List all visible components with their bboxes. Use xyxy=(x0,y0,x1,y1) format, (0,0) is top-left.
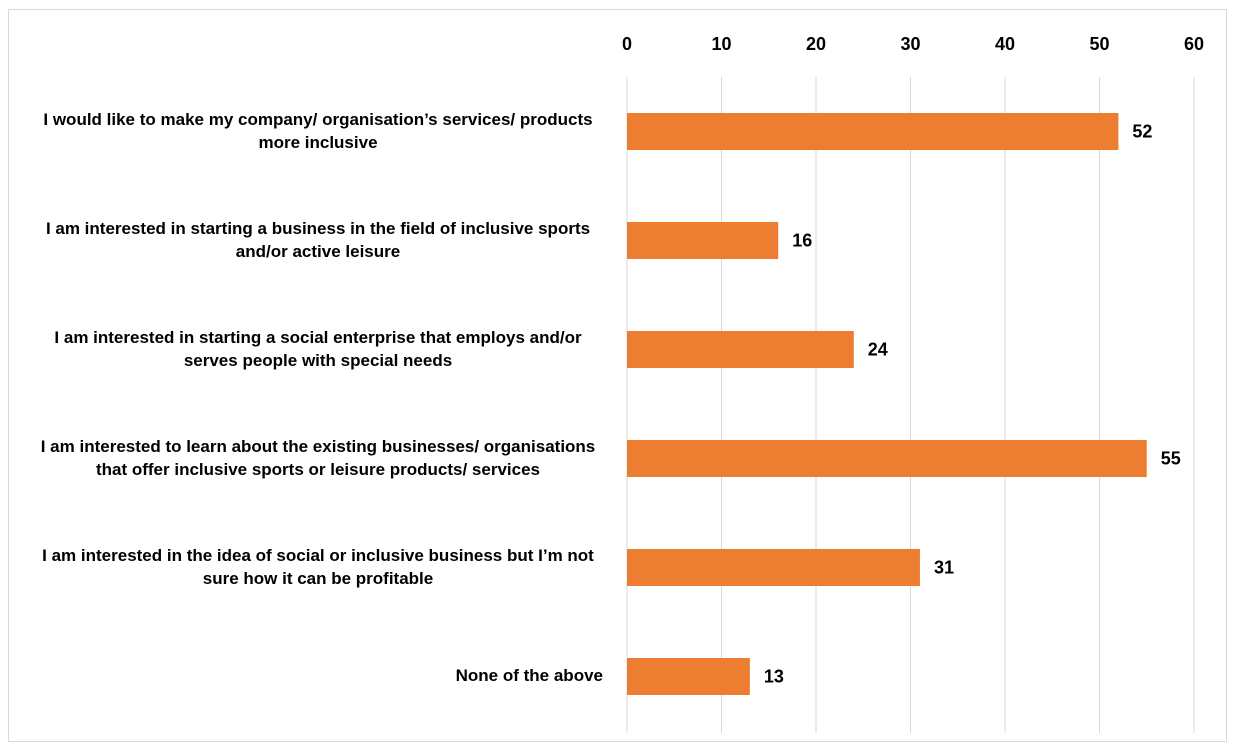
y-tick-label: None of the above xyxy=(33,622,603,731)
x-tick-label: 30 xyxy=(900,34,920,54)
bar xyxy=(627,222,779,259)
x-tick-label: 50 xyxy=(1089,34,1109,54)
category-text: I am interested in starting a social ent… xyxy=(54,327,582,370)
x-tick-label: 40 xyxy=(995,34,1015,54)
bar xyxy=(627,549,920,586)
category-text: I am interested to learn about the exist… xyxy=(40,436,596,479)
bar xyxy=(627,440,1147,477)
y-tick-label: I am interested in starting a business i… xyxy=(33,186,603,295)
y-tick-label: I am interested in starting a social ent… xyxy=(33,295,603,404)
y-tick-label: I would like to make my company/ organis… xyxy=(33,77,603,186)
bar xyxy=(627,113,1119,150)
bar xyxy=(627,331,854,368)
x-tick-label: 20 xyxy=(806,34,826,54)
x-tick-label: 0 xyxy=(622,34,632,54)
y-tick-label: I am interested in the idea of social or… xyxy=(33,513,603,622)
category-text: None of the above xyxy=(455,666,603,686)
value-label: 55 xyxy=(1161,448,1181,468)
category-text: I would like to make my company/ organis… xyxy=(43,109,593,152)
category-text: I am interested in starting a business i… xyxy=(45,218,591,261)
value-label: 31 xyxy=(934,557,954,577)
category-text: I am interested in the idea of social or… xyxy=(42,545,594,588)
value-label: 24 xyxy=(868,339,888,359)
y-tick-label: I am interested to learn about the exist… xyxy=(33,404,603,513)
value-label: 16 xyxy=(792,230,812,250)
x-tick-label: 60 xyxy=(1184,34,1204,54)
x-tick-label: 10 xyxy=(711,34,731,54)
bar xyxy=(627,658,750,695)
value-label: 52 xyxy=(1132,121,1152,141)
value-label: 13 xyxy=(764,666,784,686)
